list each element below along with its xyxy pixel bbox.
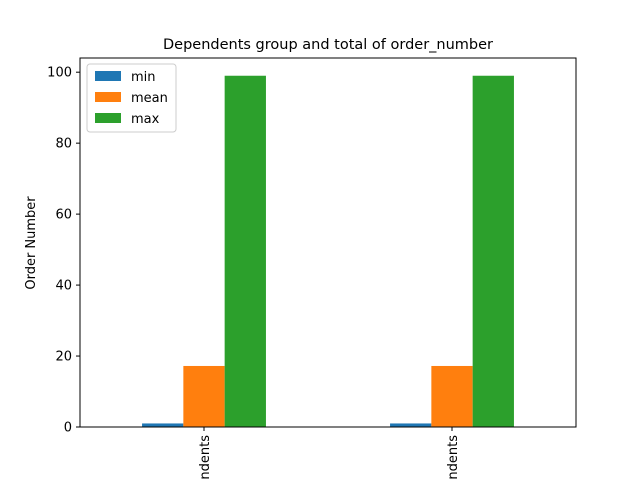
legend-swatch-mean	[95, 92, 121, 102]
y-axis-ticks: 0 20 40 60 80 100	[47, 66, 80, 436]
y-tick-label: 60	[55, 208, 72, 223]
x-tick-label: ndents	[198, 435, 213, 480]
plot-frame	[79, 57, 577, 428]
legend-label-max: max	[131, 112, 160, 127]
bar-min-2	[390, 423, 432, 427]
legend: min mean max	[86, 63, 177, 133]
bar-max-1	[224, 75, 266, 428]
y-tick-label: 0	[64, 421, 72, 436]
chart-title: Dependents group and total of order_numb…	[163, 37, 493, 53]
y-axis-label: Order Number	[24, 196, 39, 290]
bar-mean-1	[183, 365, 225, 427]
legend-label-mean: mean	[131, 91, 168, 106]
legend-label-min: min	[131, 70, 156, 85]
x-tick-label: ndents	[446, 435, 461, 480]
y-tick-label: 80	[55, 137, 72, 152]
y-tick-label: 40	[55, 279, 72, 294]
bar-min-1	[142, 423, 184, 427]
y-tick-label: 100	[47, 66, 72, 81]
bar-max-2	[472, 75, 514, 428]
bar-group	[142, 75, 514, 428]
x-axis-ticks: ndents ndents	[198, 427, 461, 480]
y-tick-label: 20	[55, 350, 72, 365]
legend-swatch-min	[95, 71, 121, 81]
bar-mean-2	[431, 365, 473, 427]
legend-swatch-max	[95, 113, 121, 123]
